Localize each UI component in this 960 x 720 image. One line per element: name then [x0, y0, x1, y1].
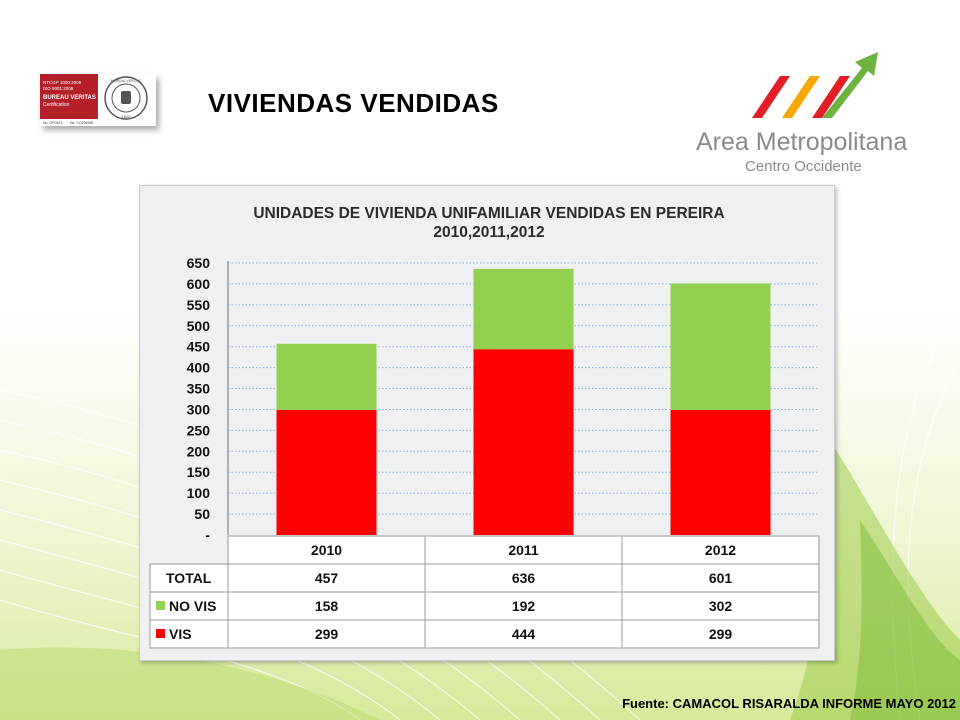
- chart-subtitle: 2010,2011,2012: [433, 224, 544, 241]
- legend-swatch-no-vis: [156, 601, 165, 610]
- bureau-veritas-badge-icon: NTCGP 1000:2009 ISO 9001:2008 BUREAU VER…: [40, 74, 156, 126]
- data-label: 444: [512, 626, 536, 642]
- data-label: 158: [315, 598, 339, 614]
- slide-title: VIVIENDAS VENDIDAS: [208, 88, 499, 118]
- table-total-value: 601: [709, 570, 733, 586]
- y-tick-label: 250: [187, 422, 211, 438]
- data-label: 299: [709, 626, 733, 642]
- bv-standard-1: NTCGP 1000:2009: [43, 80, 82, 85]
- bureau-veritas-logo: NTCGP 1000:2009 ISO 9001:2008 BUREAU VER…: [40, 74, 156, 126]
- data-table: 2010 2011 2012 TOTAL 457 636 601 NO VIS 158 192 30…: [149, 535, 820, 649]
- bar-vis-2012: [670, 409, 771, 535]
- legend-label: VIS: [169, 626, 192, 642]
- bar-vis-2011: [473, 349, 574, 535]
- bv-cert-number-2: No. CO234989: [70, 121, 93, 125]
- stacked-bar-chart: UNIDADES DE VIVIENDA UNIFAMILIAR VENDIDA…: [149, 205, 820, 649]
- bv-seal-year: 1828: [122, 114, 132, 119]
- y-tick-label: 200: [187, 443, 211, 459]
- y-tick-label: 150: [187, 464, 211, 480]
- table-body-bg: [149, 563, 820, 649]
- amco-subtitle: Centro Occidente: [745, 158, 862, 175]
- y-tick-label: 50: [194, 506, 210, 522]
- x-category-label: 2012: [705, 542, 736, 558]
- y-axis: - 50 100 150 200 250 300 350 400 450 500 550 600 650: [187, 255, 229, 543]
- x-category-label: 2011: [508, 542, 539, 558]
- data-label: 302: [709, 598, 733, 614]
- table-total-value: 457: [315, 570, 339, 586]
- source-note: Fuente: CAMACOL RISARALDA INFORME MAYO 2…: [622, 696, 956, 711]
- bv-seal-text: BUREAU VERITAS: [111, 79, 142, 83]
- amco-arrow-icon: [752, 52, 878, 118]
- bar-no-vis-2010: [276, 343, 377, 410]
- x-category-label: 2010: [311, 542, 342, 558]
- y-tick-label: 600: [187, 276, 211, 292]
- y-tick-label: 350: [187, 381, 211, 397]
- y-tick-label: 650: [187, 255, 211, 271]
- chart-panel: UNIDADES DE VIVIENDA UNIFAMILIAR VENDIDA…: [139, 185, 835, 661]
- y-tick-label: 100: [187, 485, 211, 501]
- table-total-value: 636: [512, 570, 536, 586]
- y-tick-label: 500: [187, 318, 211, 334]
- area-metropolitana-logo: Area Metropolitana Centro Occidente: [690, 48, 930, 180]
- y-tick-label: 550: [187, 297, 211, 313]
- bv-name: BUREAU VERITAS: [43, 95, 96, 101]
- chart-title: UNIDADES DE VIVIENDA UNIFAMILIAR VENDIDA…: [253, 205, 724, 222]
- bv-certification: Certification: [43, 102, 70, 108]
- data-label: 192: [512, 598, 536, 614]
- bv-standard-2: ISO 9001:2008: [43, 86, 74, 91]
- legend-swatch-vis: [156, 629, 165, 638]
- amco-name: Area Metropolitana: [696, 128, 908, 156]
- legend-label: NO VIS: [169, 598, 216, 614]
- bar-no-vis-2011: [473, 268, 574, 350]
- bar-vis-2010: [276, 409, 377, 535]
- y-tick-label: 400: [187, 360, 211, 376]
- y-tick-label: 450: [187, 339, 211, 355]
- bar-no-vis-2012: [670, 283, 771, 410]
- y-tick-label: -: [205, 527, 210, 543]
- y-tick-label: 300: [187, 401, 211, 417]
- data-label: 299: [315, 626, 339, 642]
- bars: [276, 268, 771, 535]
- table-total-label: TOTAL: [166, 570, 212, 586]
- bv-cert-number-1: No. GP0323: [43, 121, 62, 125]
